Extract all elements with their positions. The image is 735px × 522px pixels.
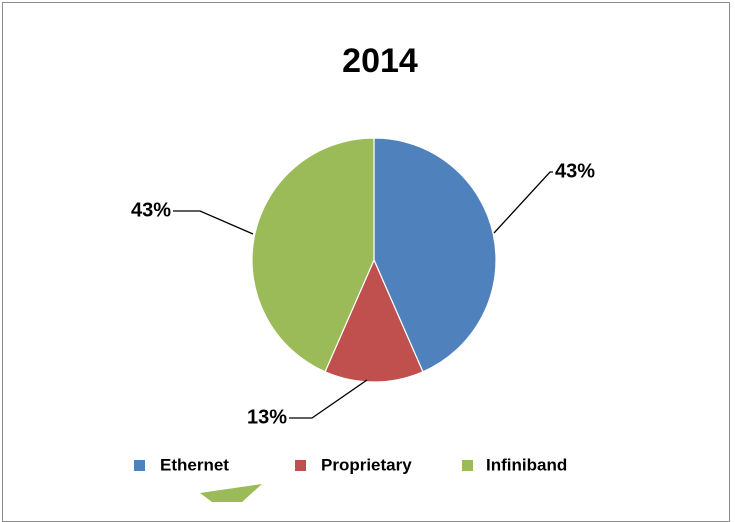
- pointer-arrow-shape: [200, 484, 262, 502]
- data-label-proprietary: 13%: [247, 406, 287, 428]
- leader-line-infiniband: [173, 211, 253, 234]
- pie-chart: 2014 43% 13% 43% Ethernet Proprietary Infini…: [0, 0, 735, 502]
- leader-line-ethernet: [494, 172, 553, 233]
- data-label-infiniband: 43%: [131, 199, 171, 221]
- chart-title: 2014: [342, 42, 418, 80]
- legend-swatch-ethernet: [134, 460, 145, 471]
- legend-label-proprietary: Proprietary: [321, 455, 412, 474]
- data-label-ethernet: 43%: [555, 160, 595, 182]
- legend-label-ethernet: Ethernet: [160, 455, 229, 474]
- legend: Ethernet Proprietary Infiniband: [134, 455, 567, 474]
- legend-swatch-infiniband: [462, 460, 473, 471]
- legend-label-infiniband: Infiniband: [486, 455, 567, 474]
- pie-slices: [252, 138, 496, 382]
- leader-line-proprietary: [289, 380, 367, 418]
- legend-swatch-proprietary: [295, 460, 306, 471]
